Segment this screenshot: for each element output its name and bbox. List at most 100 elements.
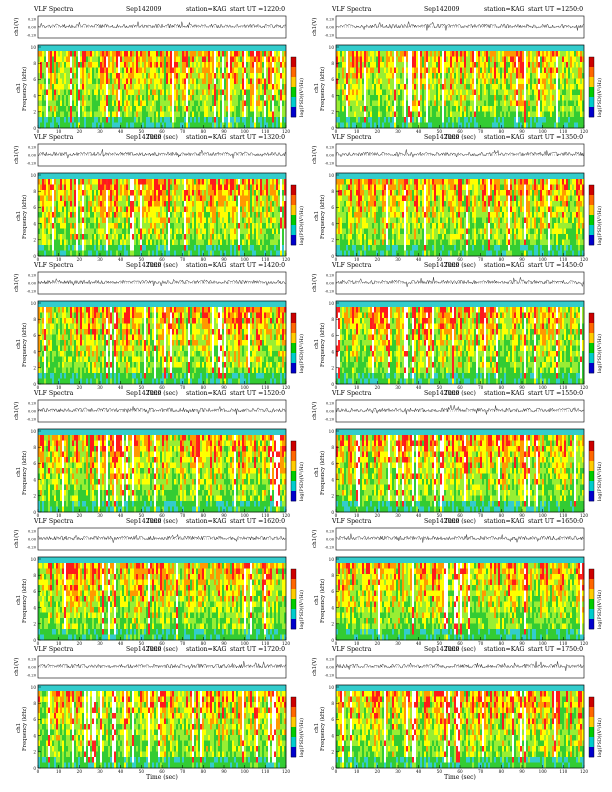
spectrogram-cell: [482, 51, 484, 57]
spectrogram-cell: [200, 207, 202, 213]
spectrogram-cell: [50, 101, 52, 107]
spectrogram-cell: [80, 245, 82, 251]
spectrogram-cell: [262, 62, 264, 68]
spectrogram-cell: [254, 95, 256, 101]
spectrogram-cell: [500, 68, 502, 74]
spectrogram-cell: [144, 196, 146, 202]
spectrogram-cell: [134, 229, 136, 235]
spectrogram-cell: [374, 90, 376, 96]
spectrogram-cell: [278, 101, 280, 107]
spectrogram-cell: [440, 68, 442, 74]
spectrogram-cell: [198, 106, 200, 112]
spectrogram-cell: [78, 240, 80, 246]
spectrogram-cell: [270, 117, 272, 123]
spectrogram-cell: [518, 68, 520, 74]
spectrogram-cell: [548, 84, 550, 90]
spectrogram-cell: [502, 106, 504, 112]
spectrogram-cell: [128, 190, 130, 196]
spectrogram-cell: [214, 218, 216, 224]
spectrogram-cell: [574, 117, 576, 123]
spectrogram-cell: [224, 79, 226, 85]
spectrogram-cell: [92, 207, 94, 213]
spectrogram-cell: [380, 62, 382, 68]
spectrogram-cell: [468, 73, 470, 79]
spectrogram-cell: [524, 57, 526, 63]
spectrogram-cell: [396, 62, 398, 68]
spectrogram-cell: [80, 223, 82, 229]
spectrogram-cell: [122, 73, 124, 79]
spectrogram-cell: [226, 68, 228, 74]
spectrogram-cell: [140, 207, 142, 213]
spectrogram-cell: [398, 95, 400, 101]
spectrogram-cell: [114, 218, 116, 224]
spectrogram-cell: [246, 123, 248, 129]
spectrogram-cell: [86, 123, 88, 129]
spectrogram-cell: [90, 123, 92, 129]
spectrogram-cell: [128, 179, 130, 185]
spectrogram-cell: [402, 84, 404, 90]
spectrogram-cell: [158, 234, 160, 240]
spectrogram-cell: [90, 240, 92, 246]
spectrogram-cell: [82, 57, 84, 63]
spectrogram-cell: [170, 245, 172, 251]
spectrogram-cell: [170, 185, 172, 191]
spectrogram-cell: [406, 84, 408, 90]
spectrogram-cell: [350, 123, 352, 129]
spectrogram-cell: [348, 51, 350, 57]
spectrogram-cell: [270, 101, 272, 107]
spectrogram-cell: [370, 51, 372, 57]
spectrogram-cell: [346, 90, 348, 96]
spectrogram-cell: [572, 84, 574, 90]
spectrogram-cell: [162, 62, 164, 68]
spectrogram-cell: [84, 229, 86, 235]
spectrogram-cell: [80, 95, 82, 101]
spectrogram-cell: [192, 117, 194, 123]
spectrogram-cell: [378, 112, 380, 118]
spectrogram-cell: [90, 196, 92, 202]
spectrogram-cell: [122, 185, 124, 191]
spectrogram-cell: [550, 112, 552, 118]
spectrogram-cell: [82, 196, 84, 202]
spectrogram-cell: [82, 73, 84, 79]
spectrogram-cell: [268, 62, 270, 68]
spectrogram-cell: [186, 79, 188, 85]
spectrogram-cell: [210, 123, 212, 129]
spectrogram-cell: [454, 68, 456, 74]
spectrogram-cell: [536, 95, 538, 101]
spectrogram-cell: [130, 223, 132, 229]
spectrogram-cell: [542, 123, 544, 129]
spectrogram-cell: [268, 101, 270, 107]
spectrogram-cell: [250, 95, 252, 101]
spectrogram-cell: [442, 95, 444, 101]
spectrogram-cell: [90, 90, 92, 96]
spectrogram-cell: [190, 196, 192, 202]
spectrogram-cell: [254, 123, 256, 129]
spectrogram-cell: [372, 106, 374, 112]
spectrogram-cell: [66, 251, 68, 257]
spectrogram-cell: [278, 95, 280, 101]
spectrogram-cell: [440, 101, 442, 107]
spectrogram-cell: [364, 106, 366, 112]
spectrogram-cell: [578, 117, 580, 123]
spectrogram-cell: [120, 123, 122, 129]
spectrogram-cell: [162, 223, 164, 229]
spectrogram-cell: [64, 79, 66, 85]
spectrogram-cell: [162, 51, 164, 57]
spectrogram-cell: [224, 112, 226, 118]
spectrogram-cell: [162, 101, 164, 107]
spectrogram-cell: [186, 185, 188, 191]
spectrogram-cell: [128, 101, 130, 107]
spectrogram-cell: [536, 101, 538, 107]
spectrogram-cell: [156, 95, 158, 101]
spectrogram-cell: [108, 212, 110, 218]
spectrogram-cell: [92, 57, 94, 63]
spectrogram-cell: [124, 223, 126, 229]
spectrogram-cell: [148, 73, 150, 79]
spectrogram-cell: [112, 112, 114, 118]
spectrogram-cell: [404, 117, 406, 123]
spectrogram-cell: [184, 234, 186, 240]
spectrogram-cell: [240, 106, 242, 112]
spectrogram-cell: [572, 101, 574, 107]
spectrogram-cell: [478, 84, 480, 90]
spectrogram-cell: [42, 62, 44, 68]
